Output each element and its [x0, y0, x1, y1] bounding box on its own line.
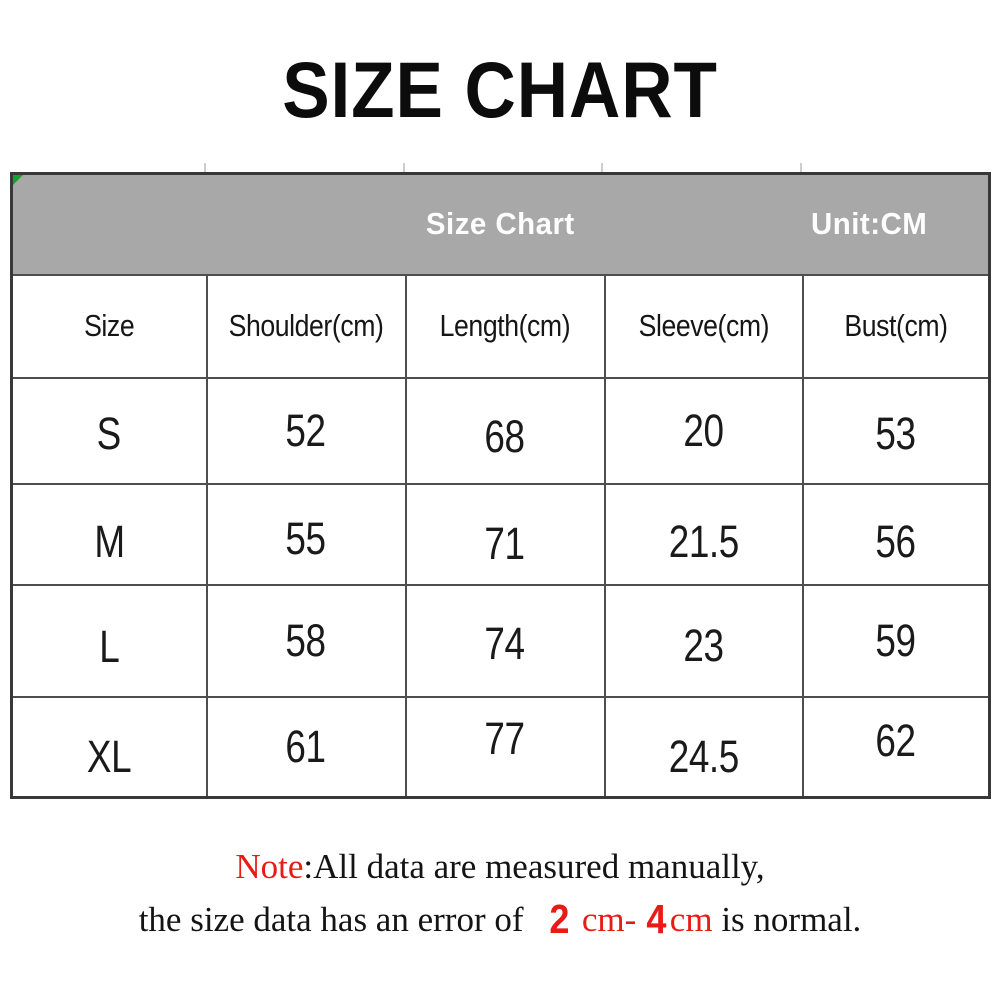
cell-shoulder: 61: [205, 695, 407, 799]
error-max-value: 4: [646, 896, 667, 942]
note-line2-start: the size data has an error of: [138, 900, 524, 939]
bust-value: 62: [875, 714, 917, 766]
cell-bust: 59: [801, 583, 991, 698]
gridline-tick: [601, 163, 603, 172]
shoulder-value: 55: [285, 513, 327, 564]
note-line2-end: is normal.: [721, 900, 862, 939]
unit-label: Unit:CM: [810, 206, 927, 242]
table-title-bar-row: Size Chart Unit:CM: [10, 172, 991, 276]
shoulder-value: 52: [285, 404, 327, 456]
error-min-unit: cm-: [581, 900, 637, 939]
sleeve-value: 20: [683, 404, 724, 456]
cell-size: M: [10, 482, 208, 586]
length-value: 74: [484, 617, 526, 669]
table-row-l: L 58 74 23 59: [10, 583, 991, 698]
table-header-row: Size Shoulder(cm) Length(cm) Sleeve(cm) …: [10, 273, 991, 379]
header-label: Size: [84, 308, 135, 343]
cell-sleeve: 24.5: [603, 695, 804, 799]
cell-size: XL: [10, 695, 208, 799]
length-value: 68: [484, 410, 526, 462]
size-value: M: [94, 516, 125, 567]
size-value: XL: [87, 730, 132, 782]
bust-value: 53: [875, 407, 917, 459]
gridline-tick: [800, 163, 802, 172]
table-title-bar: Size Chart Unit:CM: [10, 172, 991, 276]
note-line-2: the size data has an error of 2 cm- 4cm …: [0, 892, 1000, 945]
header-label: Sleeve(cm): [638, 308, 769, 343]
size-value: S: [97, 407, 122, 459]
note-label: Note: [235, 847, 304, 886]
page-title: SIZE CHART: [0, 50, 1000, 129]
sleeve-value: 23: [683, 619, 724, 671]
cell-sleeve: 21.5: [603, 482, 804, 586]
cell-length: 77: [404, 695, 606, 799]
header-cell-shoulder: Shoulder(cm): [205, 273, 407, 379]
header-cell-size: Size: [10, 273, 208, 379]
header-cell-length: Length(cm): [404, 273, 606, 379]
cell-corner-marker: [13, 175, 23, 185]
bust-value: 56: [875, 516, 917, 567]
error-max-unit: cm: [669, 900, 713, 939]
error-min-value: 2: [549, 896, 570, 942]
cell-length: 71: [404, 482, 606, 586]
header-label: Shoulder(cm): [228, 308, 384, 343]
table-title: Size Chart: [426, 206, 575, 242]
cell-sleeve: 20: [603, 376, 804, 485]
bust-value: 59: [875, 614, 917, 666]
header-label: Length(cm): [439, 308, 571, 343]
cell-size: L: [10, 583, 208, 698]
note-colon: :: [303, 847, 314, 886]
table-row-xl: XL 61 77 24.5 62: [10, 695, 991, 799]
cell-bust: 56: [801, 482, 991, 586]
size-chart-table: Size Chart Unit:CM Size Shoulder(cm) Len…: [10, 172, 991, 799]
header-cell-sleeve: Sleeve(cm): [603, 273, 804, 379]
size-value: L: [99, 620, 120, 672]
header-label: Bust(cm): [844, 308, 948, 343]
note: Note:All data are measured manually, the…: [0, 842, 1000, 945]
note-line1-text: All data are measured manually,: [313, 847, 765, 886]
cell-sleeve: 23: [603, 583, 804, 698]
cell-length: 74: [404, 583, 606, 698]
gridline-tick: [204, 163, 206, 172]
table-row-m: M 55 71 21.5 56: [10, 482, 991, 586]
gridline-tick: [403, 163, 405, 172]
sleeve-value: 24.5: [668, 730, 739, 782]
cell-shoulder: 58: [205, 583, 407, 698]
sleeve-value: 21.5: [668, 516, 739, 567]
cell-shoulder: 52: [205, 376, 407, 485]
cell-shoulder: 55: [205, 482, 407, 586]
table-row-s: S 52 68 20 53: [10, 376, 991, 485]
shoulder-value: 58: [285, 614, 327, 666]
cell-bust: 62: [801, 695, 991, 799]
cell-size: S: [10, 376, 208, 485]
header-cell-bust: Bust(cm): [801, 273, 991, 379]
length-value: 71: [484, 518, 526, 569]
note-line-1: Note:All data are measured manually,: [0, 842, 1000, 892]
cell-length: 68: [404, 376, 606, 485]
cell-bust: 53: [801, 376, 991, 485]
length-value: 77: [484, 712, 526, 764]
page-title-text: SIZE CHART: [282, 45, 718, 134]
shoulder-value: 61: [285, 720, 327, 772]
